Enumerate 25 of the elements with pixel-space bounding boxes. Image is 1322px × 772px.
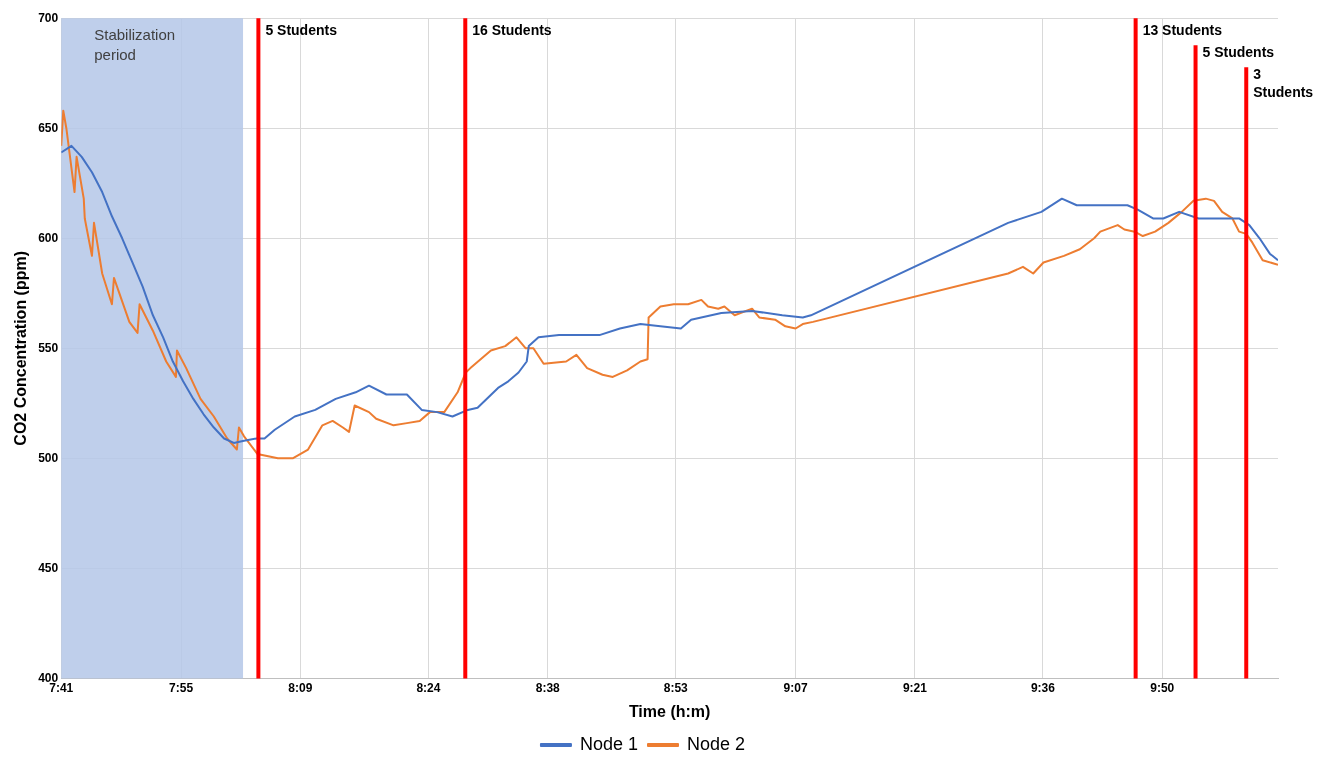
y-tick-label: 700 bbox=[38, 10, 59, 25]
ref-line-label: 5 Students bbox=[1202, 44, 1275, 61]
y-tick-label: 650 bbox=[38, 120, 59, 135]
x-tick-label: 9:50 bbox=[1150, 680, 1175, 695]
x-tick-label: 9:36 bbox=[1030, 680, 1056, 695]
x-tick-label: 8:09 bbox=[288, 680, 313, 695]
ref-line-label: 5 Students bbox=[265, 22, 338, 39]
y-tick-label: 450 bbox=[38, 560, 59, 575]
band-label: Stabilization period bbox=[94, 25, 176, 63]
x-tick-label: 8:38 bbox=[535, 680, 561, 695]
x-tick-label: 9:07 bbox=[783, 680, 808, 695]
x-tick-label: 9:21 bbox=[902, 680, 928, 695]
y-tick-label: 550 bbox=[38, 340, 59, 355]
x-tick-label: 8:24 bbox=[416, 680, 441, 695]
y-axis-title: CO2 Concentration (ppm) bbox=[12, 250, 30, 446]
y-tick-label: 600 bbox=[38, 230, 59, 245]
ref-line-label: 13 Students bbox=[1142, 22, 1223, 39]
ref-line-label: 3 Students bbox=[1253, 66, 1314, 101]
legend-label: Node 1 bbox=[579, 733, 638, 754]
ref-line-label: 16 Students bbox=[472, 22, 552, 39]
x-tick-label: 8:53 bbox=[663, 680, 689, 695]
x-tick-label: 7:55 bbox=[169, 680, 194, 695]
x-axis-title: Time (h:m) bbox=[628, 702, 711, 720]
legend-label: Node 2 bbox=[687, 733, 746, 754]
y-tick-label: 500 bbox=[38, 450, 59, 465]
